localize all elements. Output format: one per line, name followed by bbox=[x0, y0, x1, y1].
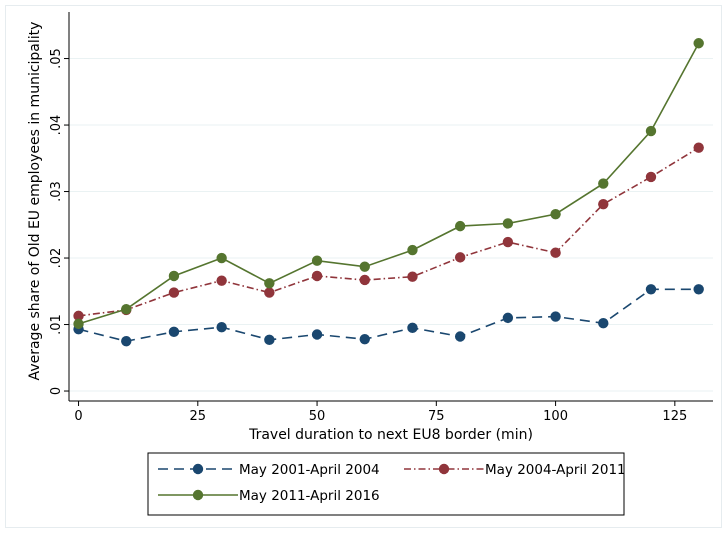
x-tick-label: 0 bbox=[74, 409, 82, 424]
data-point bbox=[168, 326, 180, 338]
legend-label: May 2011-April 2016 bbox=[239, 488, 380, 504]
data-point bbox=[502, 312, 514, 324]
x-tick-label: 25 bbox=[190, 409, 207, 424]
data-point bbox=[598, 178, 609, 189]
legend-items: May 2001-April 2004 May 2004-April 2011 Ma… bbox=[158, 462, 626, 504]
data-point bbox=[645, 125, 657, 137]
x-tick-label: 75 bbox=[428, 409, 445, 424]
data-point bbox=[502, 218, 514, 229]
line-chart: 0 .01 .02 .03 .04 .05 0 25 50 75 100 125 Travel dur… bbox=[27, 12, 713, 516]
x-tick-label: 125 bbox=[662, 409, 687, 424]
data-point bbox=[311, 329, 323, 340]
series-line bbox=[78, 288, 699, 343]
legend-swatch-marker bbox=[438, 463, 450, 475]
series-line bbox=[78, 42, 700, 325]
data-point bbox=[359, 333, 370, 345]
data-point bbox=[645, 284, 657, 295]
data-point bbox=[693, 38, 704, 49]
data-point bbox=[311, 255, 323, 266]
y-tick-label: .02 bbox=[49, 248, 64, 269]
data-point bbox=[359, 274, 370, 286]
x-axis-label: Travel duration to next EU8 border (min) bbox=[248, 427, 533, 443]
grid-layer bbox=[69, 58, 713, 392]
data-point bbox=[121, 335, 132, 347]
data-point bbox=[407, 271, 418, 282]
data-point bbox=[598, 318, 609, 329]
legend-label: May 2001-April 2004 bbox=[239, 462, 380, 478]
legend: May 2001-April 2004 May 2004-April 2011 Ma… bbox=[147, 452, 626, 516]
series-line bbox=[78, 147, 700, 317]
data-point bbox=[598, 198, 609, 210]
x-tick-label: 100 bbox=[543, 409, 568, 424]
data-point bbox=[73, 310, 84, 322]
y-axis-label: Average share of Old EU employees in mun… bbox=[27, 22, 43, 381]
x-tick-label: 50 bbox=[309, 409, 326, 424]
legend-swatch-marker bbox=[192, 489, 204, 501]
data-point bbox=[454, 252, 466, 263]
data-point bbox=[693, 142, 704, 153]
data-point bbox=[407, 244, 418, 256]
y-tick-label: 0 bbox=[49, 387, 64, 395]
legend-swatch-marker bbox=[192, 463, 204, 475]
data-point bbox=[693, 284, 704, 295]
y-tick-label: .05 bbox=[49, 48, 64, 69]
y-tick-label: .04 bbox=[49, 115, 64, 136]
series-layer bbox=[73, 38, 704, 347]
axes-layer: 0 .01 .02 .03 .04 .05 0 25 50 75 100 125 bbox=[49, 12, 713, 424]
data-point bbox=[407, 322, 418, 334]
data-point bbox=[550, 311, 561, 322]
data-point bbox=[216, 321, 227, 333]
data-point bbox=[264, 287, 275, 298]
data-point bbox=[645, 171, 657, 183]
data-point bbox=[121, 304, 132, 315]
data-point bbox=[168, 287, 180, 298]
data-point bbox=[550, 208, 561, 220]
y-tick-label: .01 bbox=[49, 314, 64, 335]
legend-label: May 2004-April 2011 bbox=[485, 462, 626, 478]
data-point bbox=[550, 247, 561, 258]
data-point bbox=[73, 318, 84, 330]
data-point bbox=[216, 252, 227, 264]
legend-box bbox=[147, 452, 625, 516]
data-point bbox=[264, 278, 275, 289]
data-point bbox=[311, 270, 323, 282]
y-tick-label: .03 bbox=[49, 181, 64, 202]
data-point bbox=[502, 236, 514, 248]
data-point bbox=[359, 261, 370, 272]
chart-frame: 0 .01 .02 .03 .04 .05 0 25 50 75 100 125 Travel dur… bbox=[5, 5, 722, 528]
data-point bbox=[168, 270, 180, 282]
data-point bbox=[264, 334, 275, 346]
data-point bbox=[454, 220, 466, 232]
data-point bbox=[454, 331, 466, 342]
data-point bbox=[216, 275, 227, 286]
